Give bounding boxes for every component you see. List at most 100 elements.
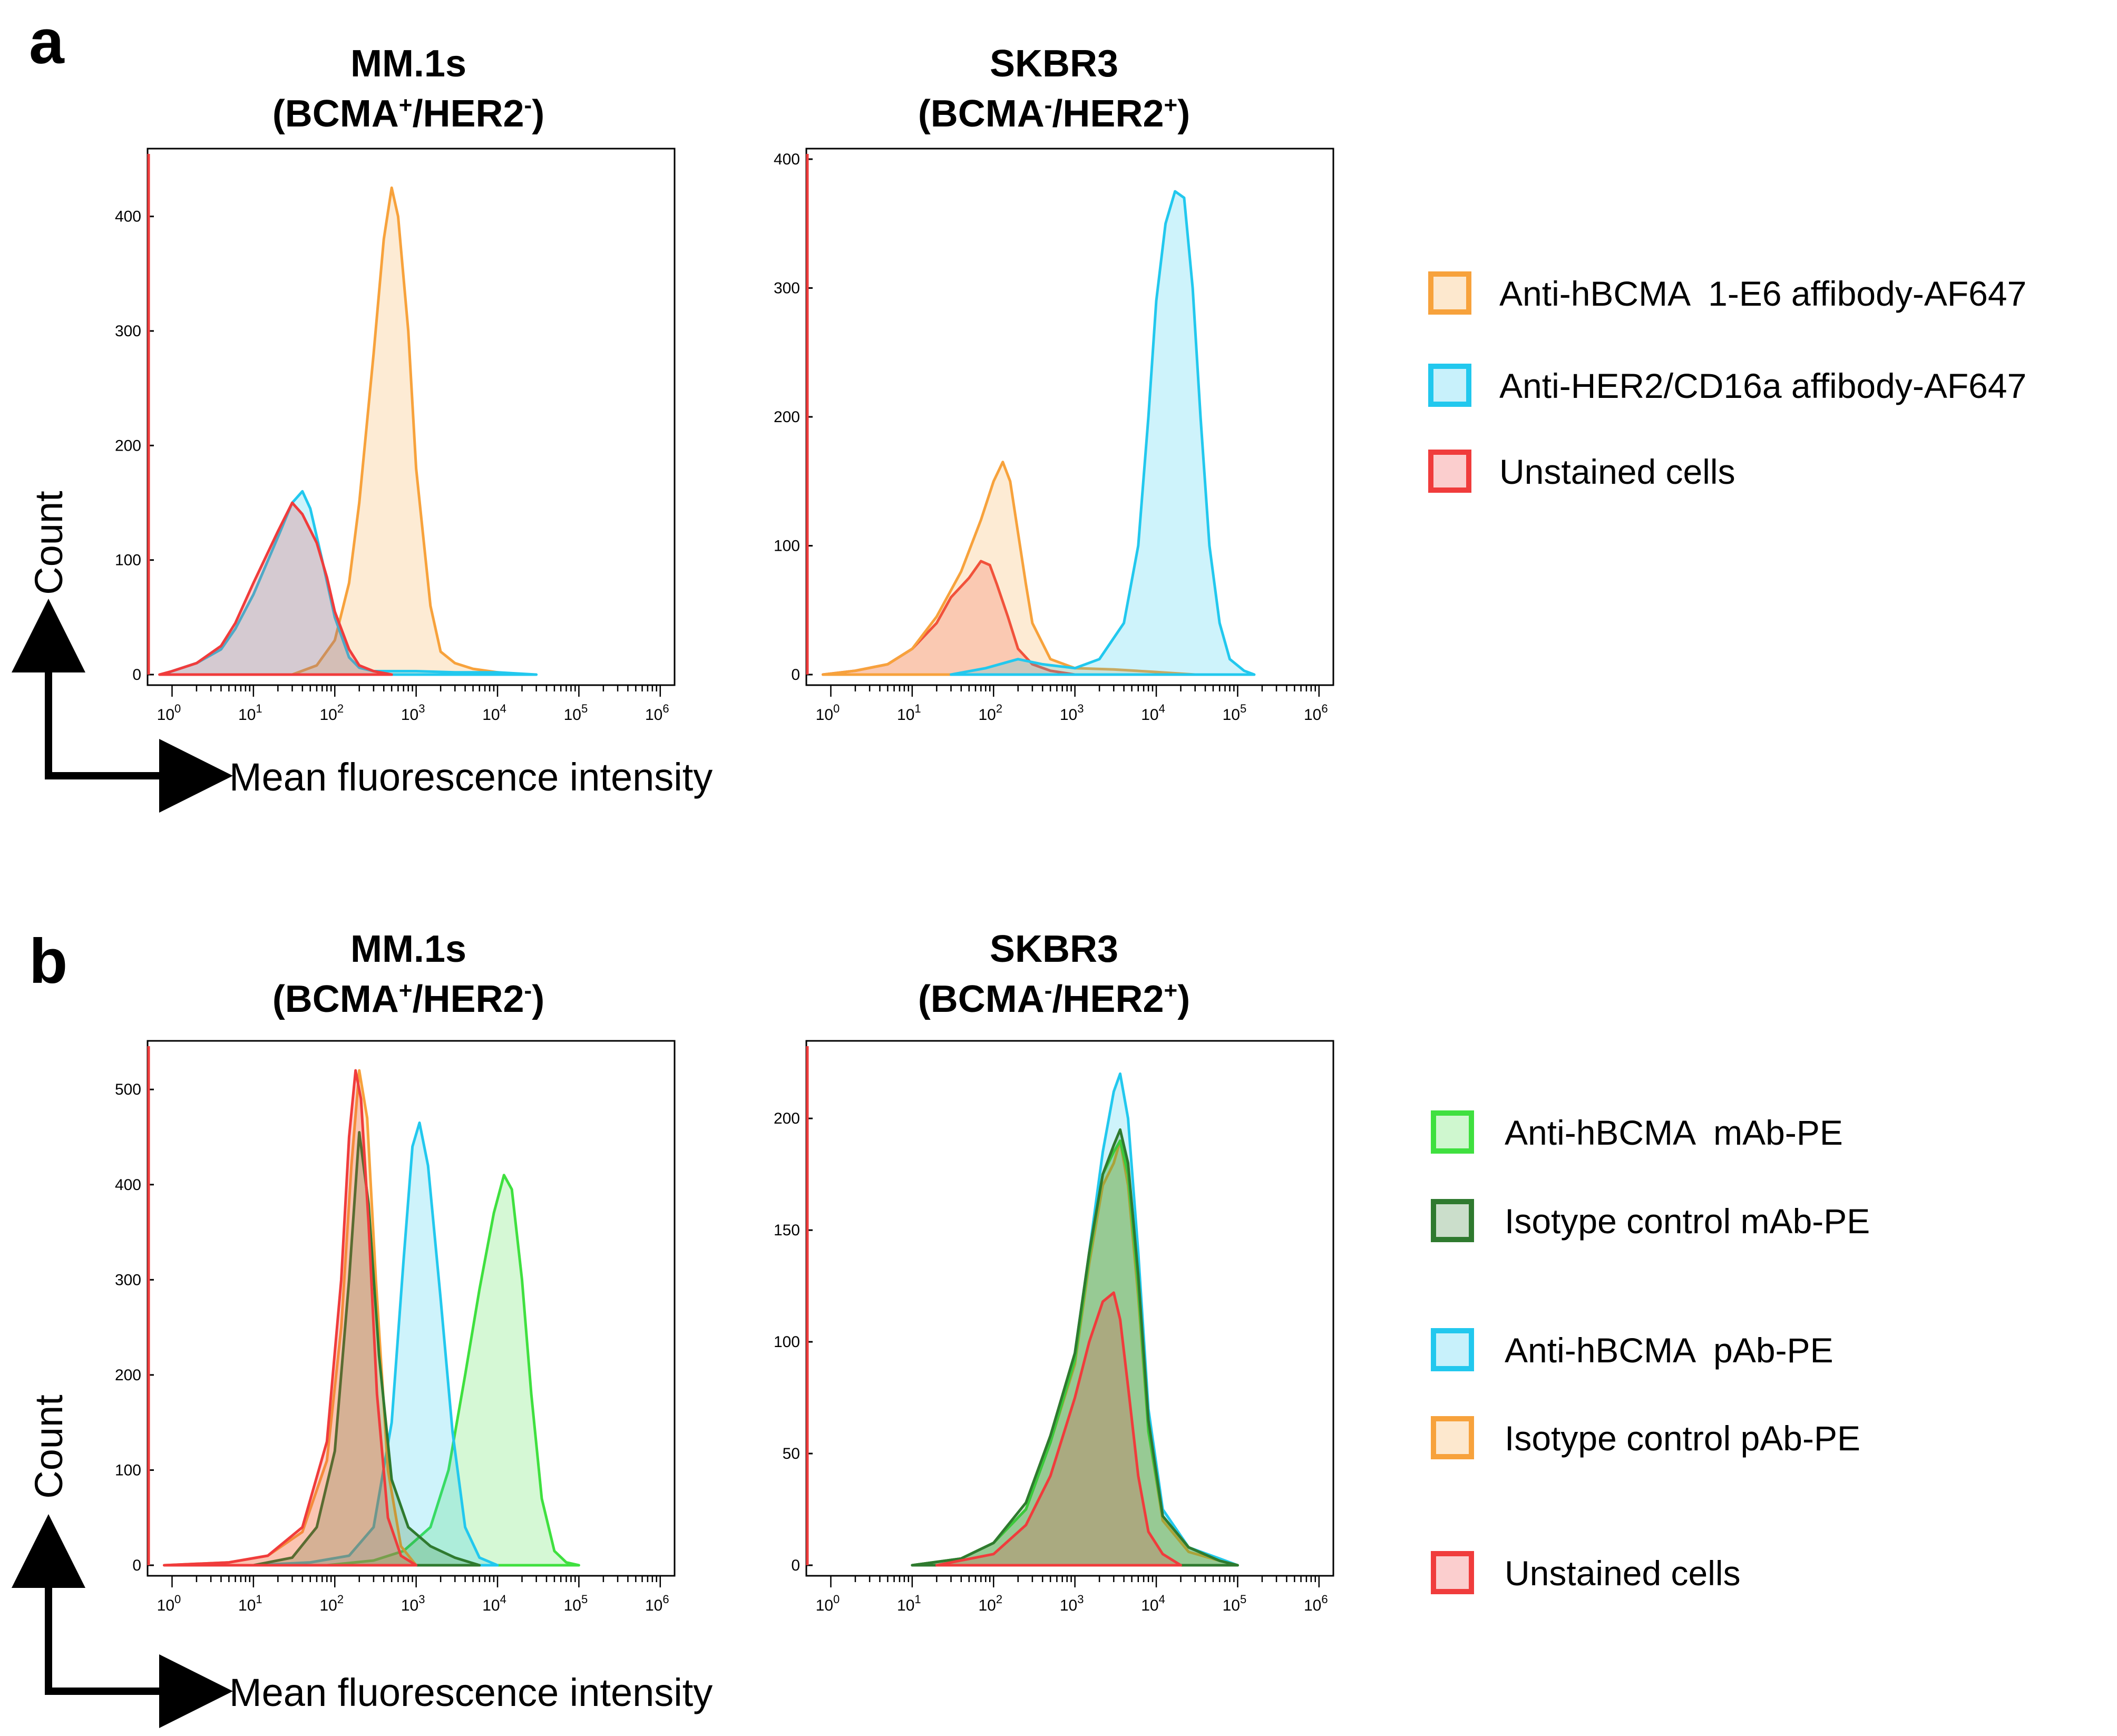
title-a1-part-e: ) [532, 93, 544, 135]
axis-arrows-b: Count Mean fluorescence intensity [12, 1394, 713, 1728]
y-tick-label: 300 [774, 280, 800, 297]
legend-b-label-0: Anti-hBCMA mAb-PE [1505, 1113, 1843, 1152]
title-b2-part-a: (BCMA [918, 978, 1045, 1020]
x-tick-base: 10 [1304, 1597, 1321, 1614]
title-a2-part-e: ) [1177, 93, 1190, 135]
x-tick-label: 104 [1141, 1593, 1165, 1614]
panel-letter-a: a [29, 6, 65, 77]
x-tick-exponent: 2 [337, 702, 344, 715]
x-tick-exponent: 1 [256, 1593, 262, 1606]
y-tick-label: 400 [115, 1176, 141, 1194]
y-tick-label: 0 [132, 1557, 141, 1574]
x-tick-base: 10 [816, 1597, 833, 1614]
series-layer [911, 1072, 1239, 1567]
x-tick-base: 10 [645, 706, 662, 724]
x-tick-exponent: 4 [1159, 1593, 1165, 1606]
x-tick-exponent: 6 [1321, 1593, 1328, 1606]
x-tick-label: 103 [401, 1593, 425, 1614]
x-tick-base: 10 [401, 706, 418, 724]
title-b2-line1: SKBR3 [990, 928, 1118, 970]
legend-a-swatch-2 [1428, 450, 1471, 493]
y-tick-label: 100 [774, 538, 800, 555]
title-a1-line1: MM.1s [350, 43, 466, 85]
x-tick-label: 106 [1304, 1593, 1328, 1614]
x-tick-base: 10 [816, 706, 833, 724]
histogram-anti-her2-cd16a-affibody-af647 [163, 490, 538, 676]
x-tick-exponent: 5 [581, 1593, 588, 1606]
y-tick-label: 0 [132, 666, 141, 684]
title-b1-part-e: ) [532, 978, 544, 1020]
x-tick-exponent: 3 [1077, 702, 1084, 715]
x-tick-base: 10 [482, 706, 500, 724]
title-a1-line2: (BCMA+/HER2-) [272, 92, 544, 135]
legend-b-label-3: Isotype control pAb-PE [1505, 1419, 1860, 1458]
x-tick-exponent: 2 [996, 702, 1002, 715]
histogram-isotype-control-mab-pe [911, 1128, 1239, 1567]
y-tick-label: 100 [115, 552, 141, 569]
legend-a-item-0: Anti-hBCMA 1-E6 affibody-AF647 [1428, 271, 2026, 315]
y-tick-label: 100 [774, 1333, 800, 1351]
y-tick-label: 500 [115, 1081, 141, 1098]
x-tick-base: 10 [564, 706, 581, 724]
title-b1-sup-b: + [399, 978, 413, 1003]
histogram-anti-hbcma-mab-pe [325, 1174, 580, 1567]
title-b1-sup-d: - [524, 978, 532, 1003]
title-b1-line1: MM.1s [350, 928, 466, 970]
y-tick-label: 200 [115, 437, 141, 454]
y-tick-label: 0 [791, 666, 800, 684]
title-a1-sup-d: - [524, 92, 532, 118]
x-tick-base: 10 [564, 1597, 581, 1614]
legend-b-label-4: Unstained cells [1505, 1554, 1741, 1593]
x-tick-label: 105 [1223, 702, 1247, 724]
legend-a-label-1: Anti-HER2/CD16a affibody-AF647 [1499, 366, 2026, 405]
count-label-b: Count [27, 1394, 71, 1499]
x-tick-base: 10 [482, 1597, 500, 1614]
title-b2-sup-b: - [1045, 978, 1052, 1003]
x-tick-label: 101 [238, 702, 262, 724]
legend-b: Anti-hBCMA mAb-PE Isotype control mAb-PE… [1431, 1110, 1870, 1594]
histogram-unstained-cells [158, 501, 393, 676]
x-tick-label: 102 [319, 702, 344, 724]
y-tick-label: 200 [774, 1110, 800, 1127]
x-tick-label: 101 [897, 1593, 921, 1614]
y-tick-label: 400 [115, 208, 141, 226]
x-tick-exponent: 0 [174, 1593, 181, 1606]
legend-b-item-0: Anti-hBCMA mAb-PE [1431, 1110, 1843, 1154]
x-tick-base: 10 [978, 1597, 996, 1614]
title-a2: SKBR3 (BCMA-/HER2+) [918, 43, 1190, 135]
legend-b-label-1: Isotype control mAb-PE [1505, 1202, 1870, 1241]
x-tick-base: 10 [978, 706, 996, 724]
x-tick-label: 100 [157, 1593, 181, 1614]
x-tick-base: 10 [157, 706, 174, 724]
y-tick-label: 200 [774, 408, 800, 426]
title-a1-part-c: /HER2 [412, 93, 524, 135]
x-tick-exponent: 1 [914, 702, 921, 715]
x-tick-base: 10 [1223, 1597, 1240, 1614]
y-tick-label: 150 [774, 1222, 800, 1239]
legend-b-item-2: Anti-hBCMA pAb-PE [1431, 1328, 1833, 1371]
panel-letter-b: b [29, 926, 67, 997]
x-tick-label: 105 [564, 1593, 588, 1614]
x-tick-exponent: 5 [581, 702, 588, 715]
title-a1-sup-b: + [399, 92, 413, 118]
x-tick-exponent: 0 [833, 702, 840, 715]
legend-a: Anti-hBCMA 1-E6 affibody-AF647 Anti-HER2… [1428, 271, 2026, 493]
x-tick-label: 100 [816, 702, 840, 724]
title-b1: MM.1s (BCMA+/HER2-) [272, 928, 544, 1020]
title-a1: MM.1s (BCMA+/HER2-) [272, 43, 544, 135]
legend-b-item-1: Isotype control mAb-PE [1431, 1199, 1870, 1242]
histogram-unstained-cells [935, 1291, 1182, 1567]
title-b1-part-a: (BCMA [272, 978, 399, 1020]
x-tick-base: 10 [645, 1597, 662, 1614]
histogram-anti-hbcma-1-e6-affibody-af647 [822, 461, 1197, 676]
mfi-label-b: Mean fluorescence intensity [229, 1671, 713, 1714]
y-tick-label: 200 [115, 1367, 141, 1384]
title-a2-sup-d: + [1164, 92, 1177, 118]
title-b2-part-c: /HER2 [1052, 978, 1164, 1020]
x-tick-label: 106 [645, 702, 669, 724]
x-tick-exponent: 6 [662, 1593, 669, 1606]
x-tick-exponent: 2 [996, 1593, 1002, 1606]
x-tick-base: 10 [1141, 706, 1158, 724]
x-tick-label: 104 [482, 1593, 506, 1614]
